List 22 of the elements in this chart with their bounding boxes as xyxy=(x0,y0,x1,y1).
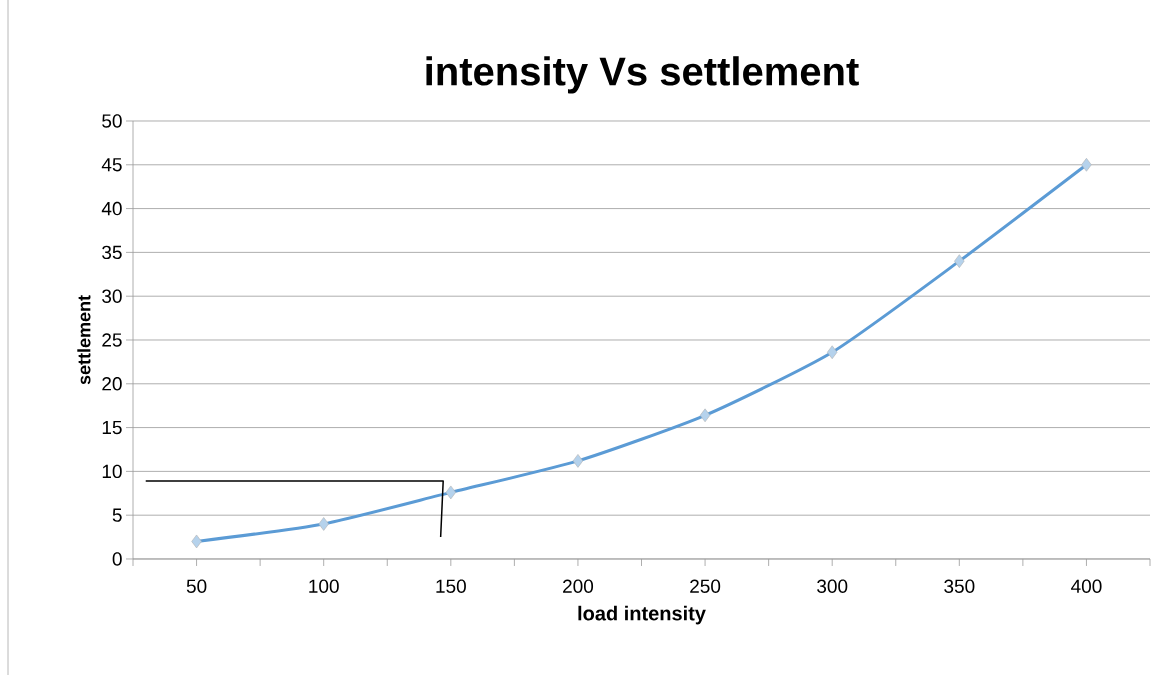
y-tick-label: 25 xyxy=(102,333,122,347)
x-tick-label: 100 xyxy=(309,579,339,593)
x-tick-label: 300 xyxy=(817,579,848,593)
x-tick-label: 50 xyxy=(186,579,207,593)
y-tick-label: 15 xyxy=(102,420,122,435)
y-tick-label: 30 xyxy=(102,289,122,303)
x-axis-title: load intensity xyxy=(578,605,706,625)
x-tick-label: 200 xyxy=(563,579,594,593)
x-tick-label: 150 xyxy=(436,579,466,593)
y-tick-label: 40 xyxy=(101,201,122,216)
y-tick-label: 10 xyxy=(102,464,122,479)
y-axis-title: settlement xyxy=(77,295,91,385)
y-tick-label: 0 xyxy=(112,552,122,566)
y-tick-label: 20 xyxy=(102,377,122,391)
x-tick-label: 350 xyxy=(944,579,975,593)
y-tick-label: 50 xyxy=(102,114,122,128)
y-tick-label: 5 xyxy=(112,508,122,522)
x-tick-label: 400 xyxy=(1071,579,1102,593)
y-tick-label: 35 xyxy=(102,245,122,260)
y-tick-label: 45 xyxy=(101,158,122,172)
x-tick-label: 250 xyxy=(690,579,721,593)
chart-title: intensity Vs settlement xyxy=(426,56,859,94)
